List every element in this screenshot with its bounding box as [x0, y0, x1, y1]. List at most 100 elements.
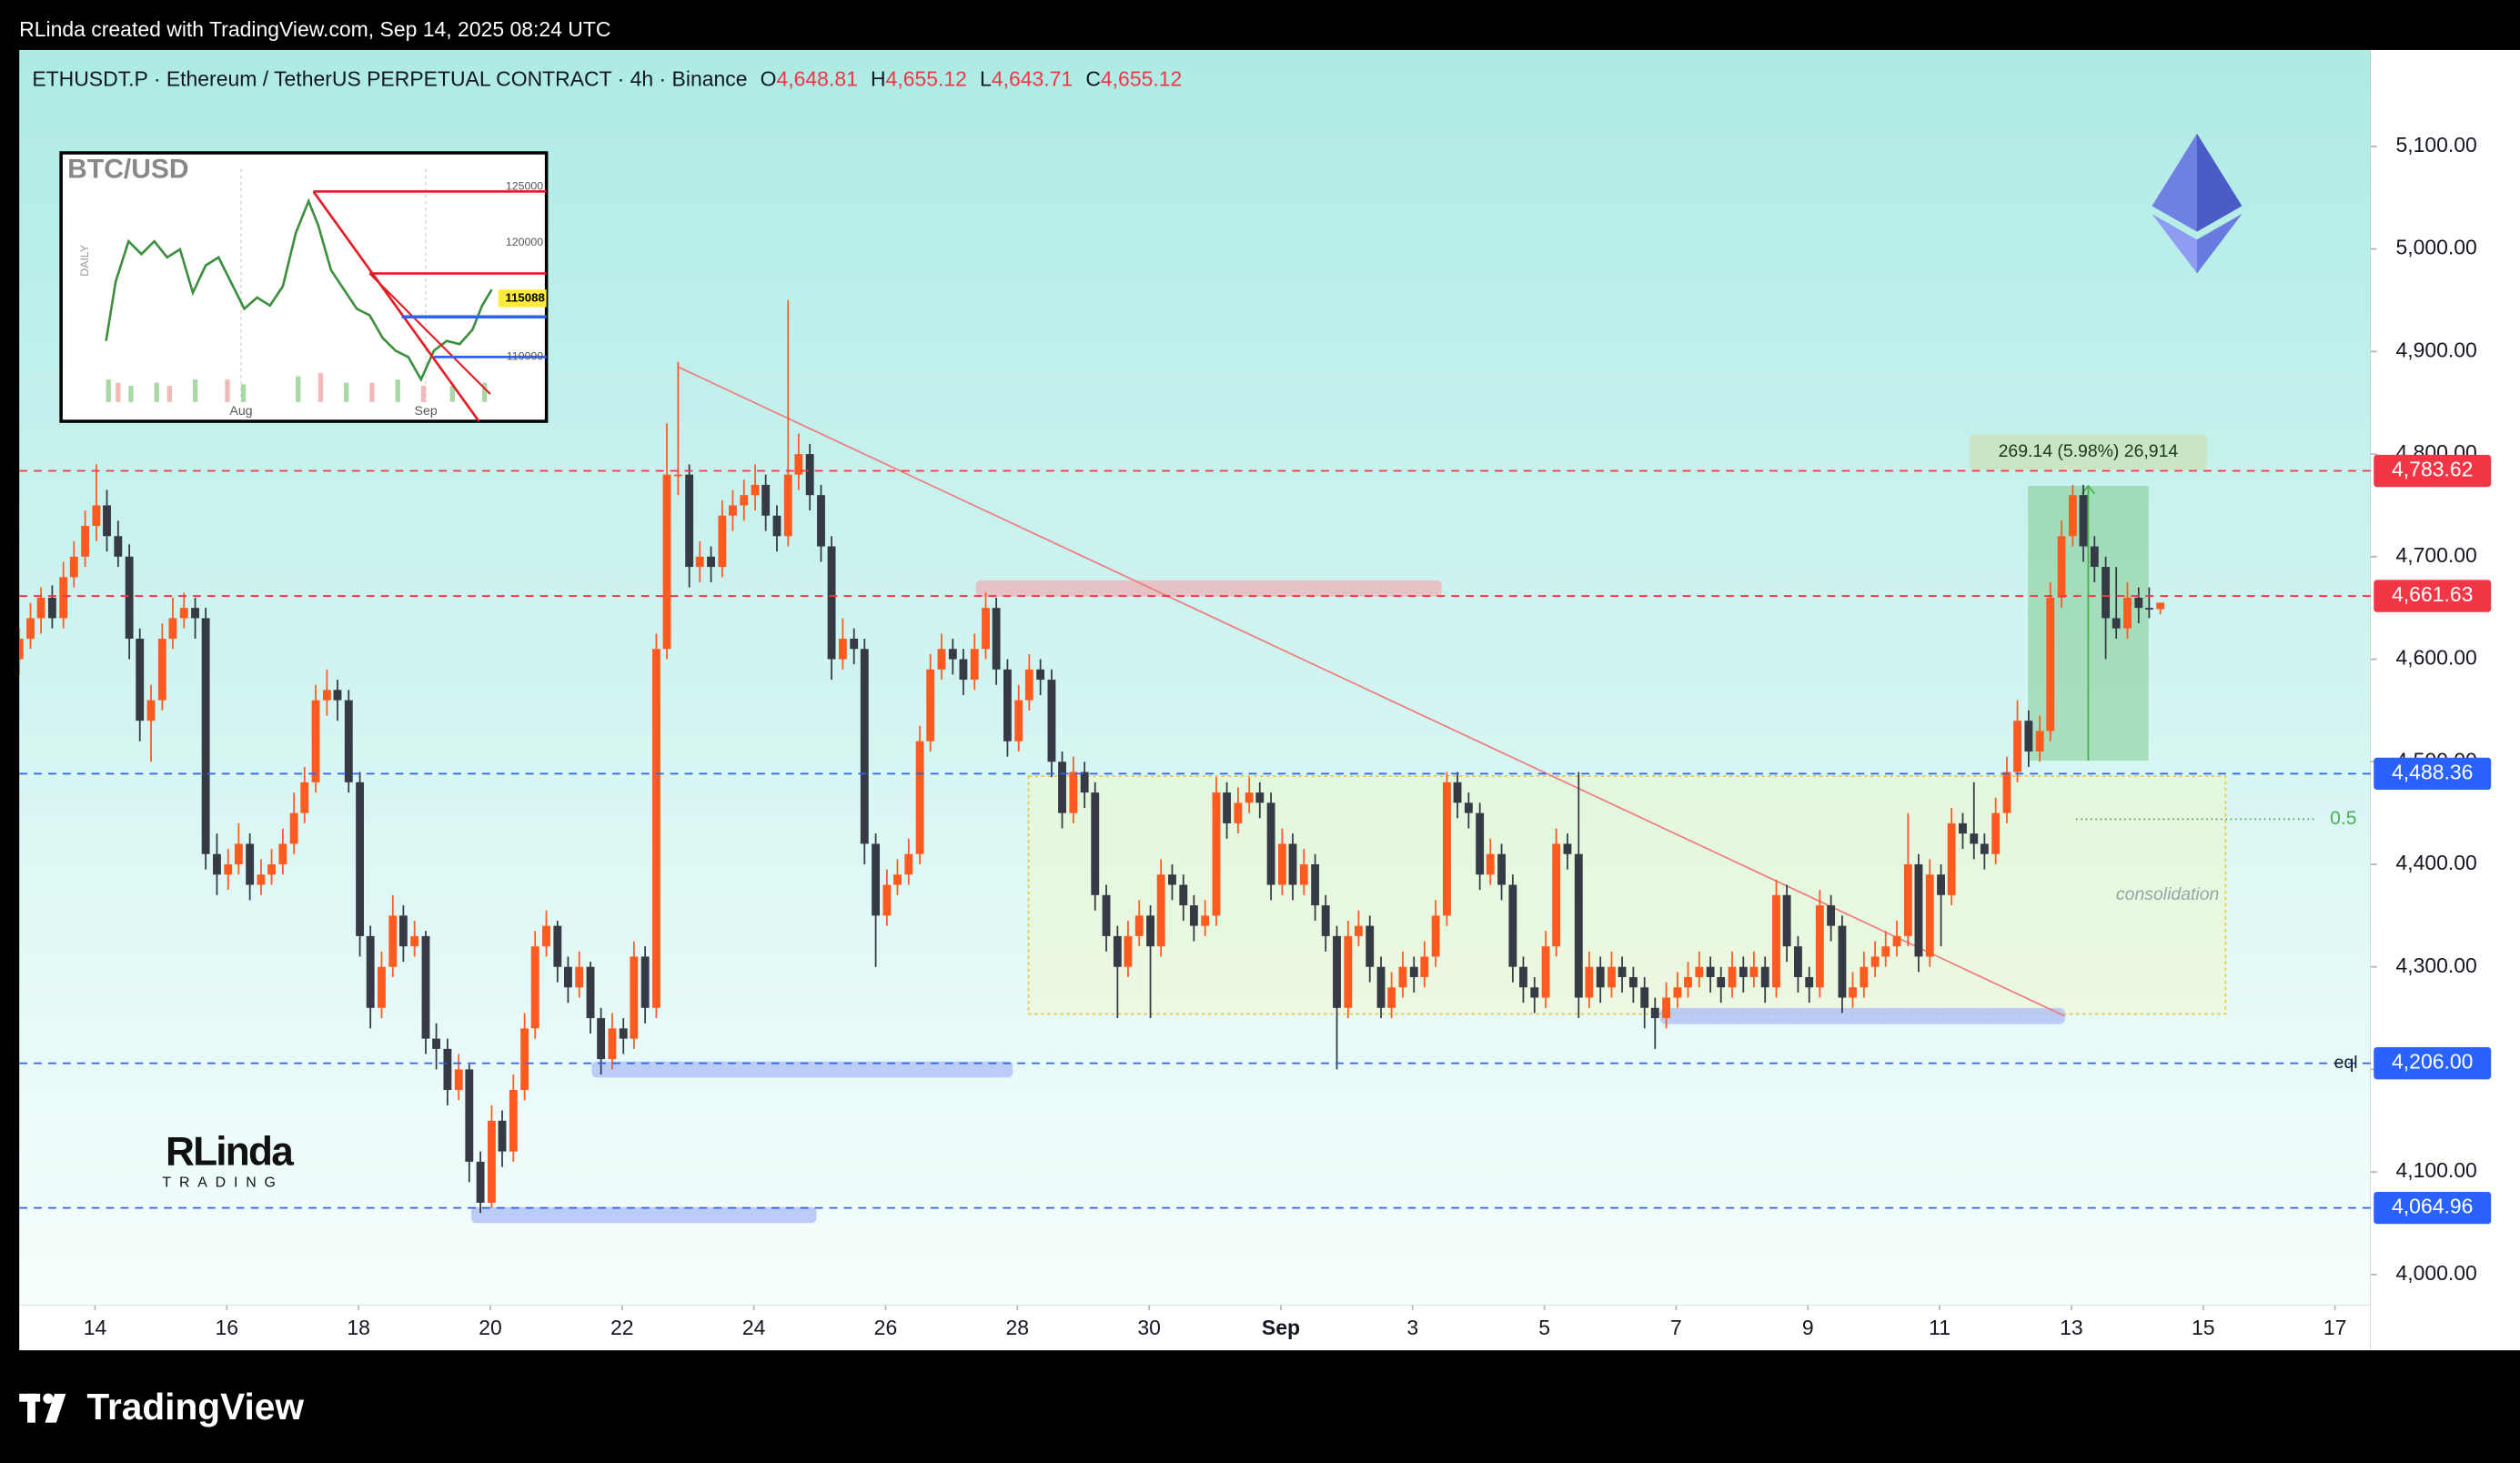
candle-body [213, 853, 221, 875]
x-tick-label: 18 [347, 1316, 370, 1339]
ohlc-value: 4,655.12 [1101, 67, 1182, 91]
candle-body [410, 935, 419, 947]
candle-body [2079, 495, 2088, 547]
symbol: ETHUSDT.P · Ethereum / TetherUS PERPETUA… [32, 67, 747, 91]
candle-body [1728, 966, 1737, 988]
candle-body [191, 608, 199, 619]
candle-body [1091, 792, 1100, 895]
inset-period: DAILY [78, 245, 91, 277]
level-tag [2374, 454, 2492, 488]
candle-body [1464, 802, 1473, 813]
candle-body [257, 874, 266, 885]
candle-body [1772, 894, 1780, 988]
candle-body [2002, 772, 2011, 813]
candle-body [695, 556, 704, 568]
x-tick-label: Sep [1262, 1316, 1300, 1339]
candle-body [850, 638, 859, 650]
y-tick-label: 4,600.00 [2395, 646, 2476, 670]
candle-body [761, 484, 771, 516]
ohlc-value: 4,648.81 [777, 67, 858, 91]
candle-body [542, 925, 550, 947]
candle-body [465, 1069, 474, 1162]
logo-name: RLinda [166, 1129, 294, 1174]
candle-body [948, 649, 957, 660]
brand: TradingView [86, 1386, 304, 1428]
candle-body [1870, 956, 1880, 967]
tv-mark [19, 1393, 66, 1423]
candle-body [1376, 966, 1386, 1008]
candle-body [47, 597, 56, 619]
candle-body [685, 474, 694, 568]
candle-body [619, 1028, 628, 1039]
candle-body [278, 843, 287, 864]
candle-body [1497, 853, 1506, 885]
candle-body [1914, 863, 1923, 957]
candle-body [476, 1161, 485, 1203]
candle-body [904, 853, 913, 875]
candle-body [1321, 905, 1330, 936]
candle-body [136, 638, 145, 721]
candle-body [1815, 905, 1824, 988]
inset-axis-label: 120000 [506, 236, 543, 248]
candle-body [1024, 669, 1033, 701]
candle-body [1739, 966, 1748, 977]
candle-body [2057, 536, 2066, 598]
candle-body [992, 608, 1001, 670]
candle-body [125, 556, 134, 639]
candle-body [322, 690, 331, 701]
candle-body [2035, 731, 2044, 752]
candle-body [838, 638, 847, 660]
candle-body [19, 638, 24, 660]
candle-body [652, 649, 660, 1008]
candle-body [454, 1069, 463, 1090]
symbol-header: ETHUSDT.P · Ethereum / TetherUS PERPETUA… [32, 67, 1182, 91]
candle-body [234, 843, 243, 864]
candle-body [2134, 597, 2143, 609]
candle-body [1344, 935, 1353, 1008]
inset-axis-label: 110000 [507, 350, 543, 363]
y-tick-label: 4,000.00 [2395, 1261, 2476, 1285]
y-tick-label: 4,900.00 [2395, 338, 2476, 361]
y-tick-label: 4,400.00 [2395, 851, 2476, 874]
x-tick-label: 15 [2192, 1316, 2215, 1339]
eql-label: eql [2334, 1053, 2358, 1073]
logo-tag: TRADING [162, 1175, 283, 1191]
ohlc-value: 4,643.71 [992, 67, 1073, 91]
candle-body [926, 669, 935, 742]
candle-body [246, 843, 255, 885]
candle-body [36, 597, 45, 619]
candle-body [179, 608, 188, 619]
candle-body [1453, 782, 1462, 803]
candle-body [1574, 853, 1583, 998]
candle-body [1596, 966, 1605, 988]
candle-body [1014, 700, 1023, 742]
candle-body [805, 454, 814, 496]
ohlc-key: H [871, 67, 886, 91]
candle-body [1640, 987, 1649, 1008]
highlight-bar [591, 1061, 1013, 1078]
candle-body [608, 1028, 617, 1060]
level-label: 4,783.62 [2392, 458, 2473, 481]
candle-body [1288, 843, 1297, 885]
plot: consolidation 269.14 (5.98%) 26,914 0.5 [19, 300, 2357, 1224]
candle-body [1980, 843, 1989, 854]
candle-body [575, 966, 584, 988]
candle-body [1409, 966, 1418, 977]
candle-body [1530, 987, 1539, 998]
candle-body [1947, 822, 1956, 895]
candle-body [2144, 608, 2153, 610]
candle-body [2090, 546, 2099, 568]
candle-body [2024, 721, 2033, 752]
candle-body [707, 556, 715, 568]
candle-body [872, 843, 881, 916]
candle-body [1628, 976, 1638, 988]
candle-body [1189, 905, 1198, 926]
candle-body [114, 536, 123, 557]
candle-body [817, 495, 825, 547]
candle-body [487, 1120, 496, 1203]
candle-body [783, 474, 792, 537]
candle-body [1156, 874, 1165, 947]
candle-body [1299, 863, 1308, 885]
x-tick-label: 17 [2323, 1316, 2347, 1339]
